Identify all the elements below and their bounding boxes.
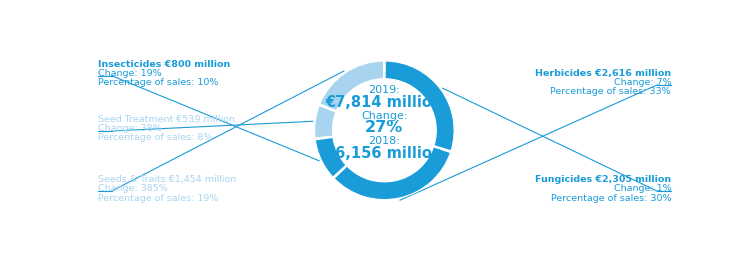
Text: Change: 385%: Change: 385% [98, 184, 167, 193]
Text: Change: 38%: Change: 38% [98, 124, 161, 133]
Text: Percentage of sales: 8%: Percentage of sales: 8% [98, 133, 212, 142]
Text: 27%: 27% [365, 120, 404, 135]
Text: 2019:: 2019: [368, 85, 400, 95]
Text: €6,156 million: €6,156 million [326, 146, 443, 161]
Wedge shape [385, 61, 454, 151]
Text: Change: 19%: Change: 19% [98, 69, 161, 78]
Text: Percentage of sales: 10%: Percentage of sales: 10% [98, 78, 218, 87]
Text: Change: 7%: Change: 7% [614, 78, 671, 87]
Text: Seed Treatment €539 million: Seed Treatment €539 million [98, 115, 235, 124]
Text: Percentage of sales: 30%: Percentage of sales: 30% [550, 194, 671, 203]
Text: Insecticides €800 million: Insecticides €800 million [98, 60, 230, 69]
Wedge shape [315, 138, 346, 177]
Text: Change:: Change: [362, 111, 408, 122]
Text: Change: 1%: Change: 1% [614, 184, 671, 193]
Wedge shape [334, 147, 451, 200]
Text: Percentage of sales: 33%: Percentage of sales: 33% [550, 87, 671, 96]
Text: 2018:: 2018: [368, 136, 400, 146]
Text: Fungicides €2,305 million: Fungicides €2,305 million [535, 175, 671, 184]
Text: Seeds & Traits €1,454 million: Seeds & Traits €1,454 million [98, 175, 236, 184]
Text: Percentage of sales: 19%: Percentage of sales: 19% [98, 194, 218, 203]
Wedge shape [320, 61, 384, 111]
Wedge shape [315, 106, 336, 138]
Text: €7,814 million: €7,814 million [326, 95, 443, 110]
Text: Herbicides €2,616 million: Herbicides €2,616 million [535, 69, 671, 78]
Circle shape [333, 79, 436, 181]
